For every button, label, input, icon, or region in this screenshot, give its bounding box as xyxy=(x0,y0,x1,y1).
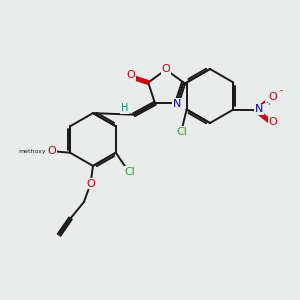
Text: N: N xyxy=(254,104,263,115)
Text: methoxy: methoxy xyxy=(19,149,46,154)
Text: -: - xyxy=(280,86,283,95)
Text: O: O xyxy=(268,116,278,127)
Text: O: O xyxy=(47,146,56,156)
Text: Cl: Cl xyxy=(177,127,188,137)
Text: O: O xyxy=(268,92,278,102)
Text: N: N xyxy=(173,99,181,109)
Text: H: H xyxy=(121,103,128,113)
Text: O: O xyxy=(86,178,95,189)
Text: O: O xyxy=(126,70,135,80)
Text: +: + xyxy=(265,98,272,107)
Text: O: O xyxy=(162,64,170,74)
Text: Cl: Cl xyxy=(124,167,135,177)
